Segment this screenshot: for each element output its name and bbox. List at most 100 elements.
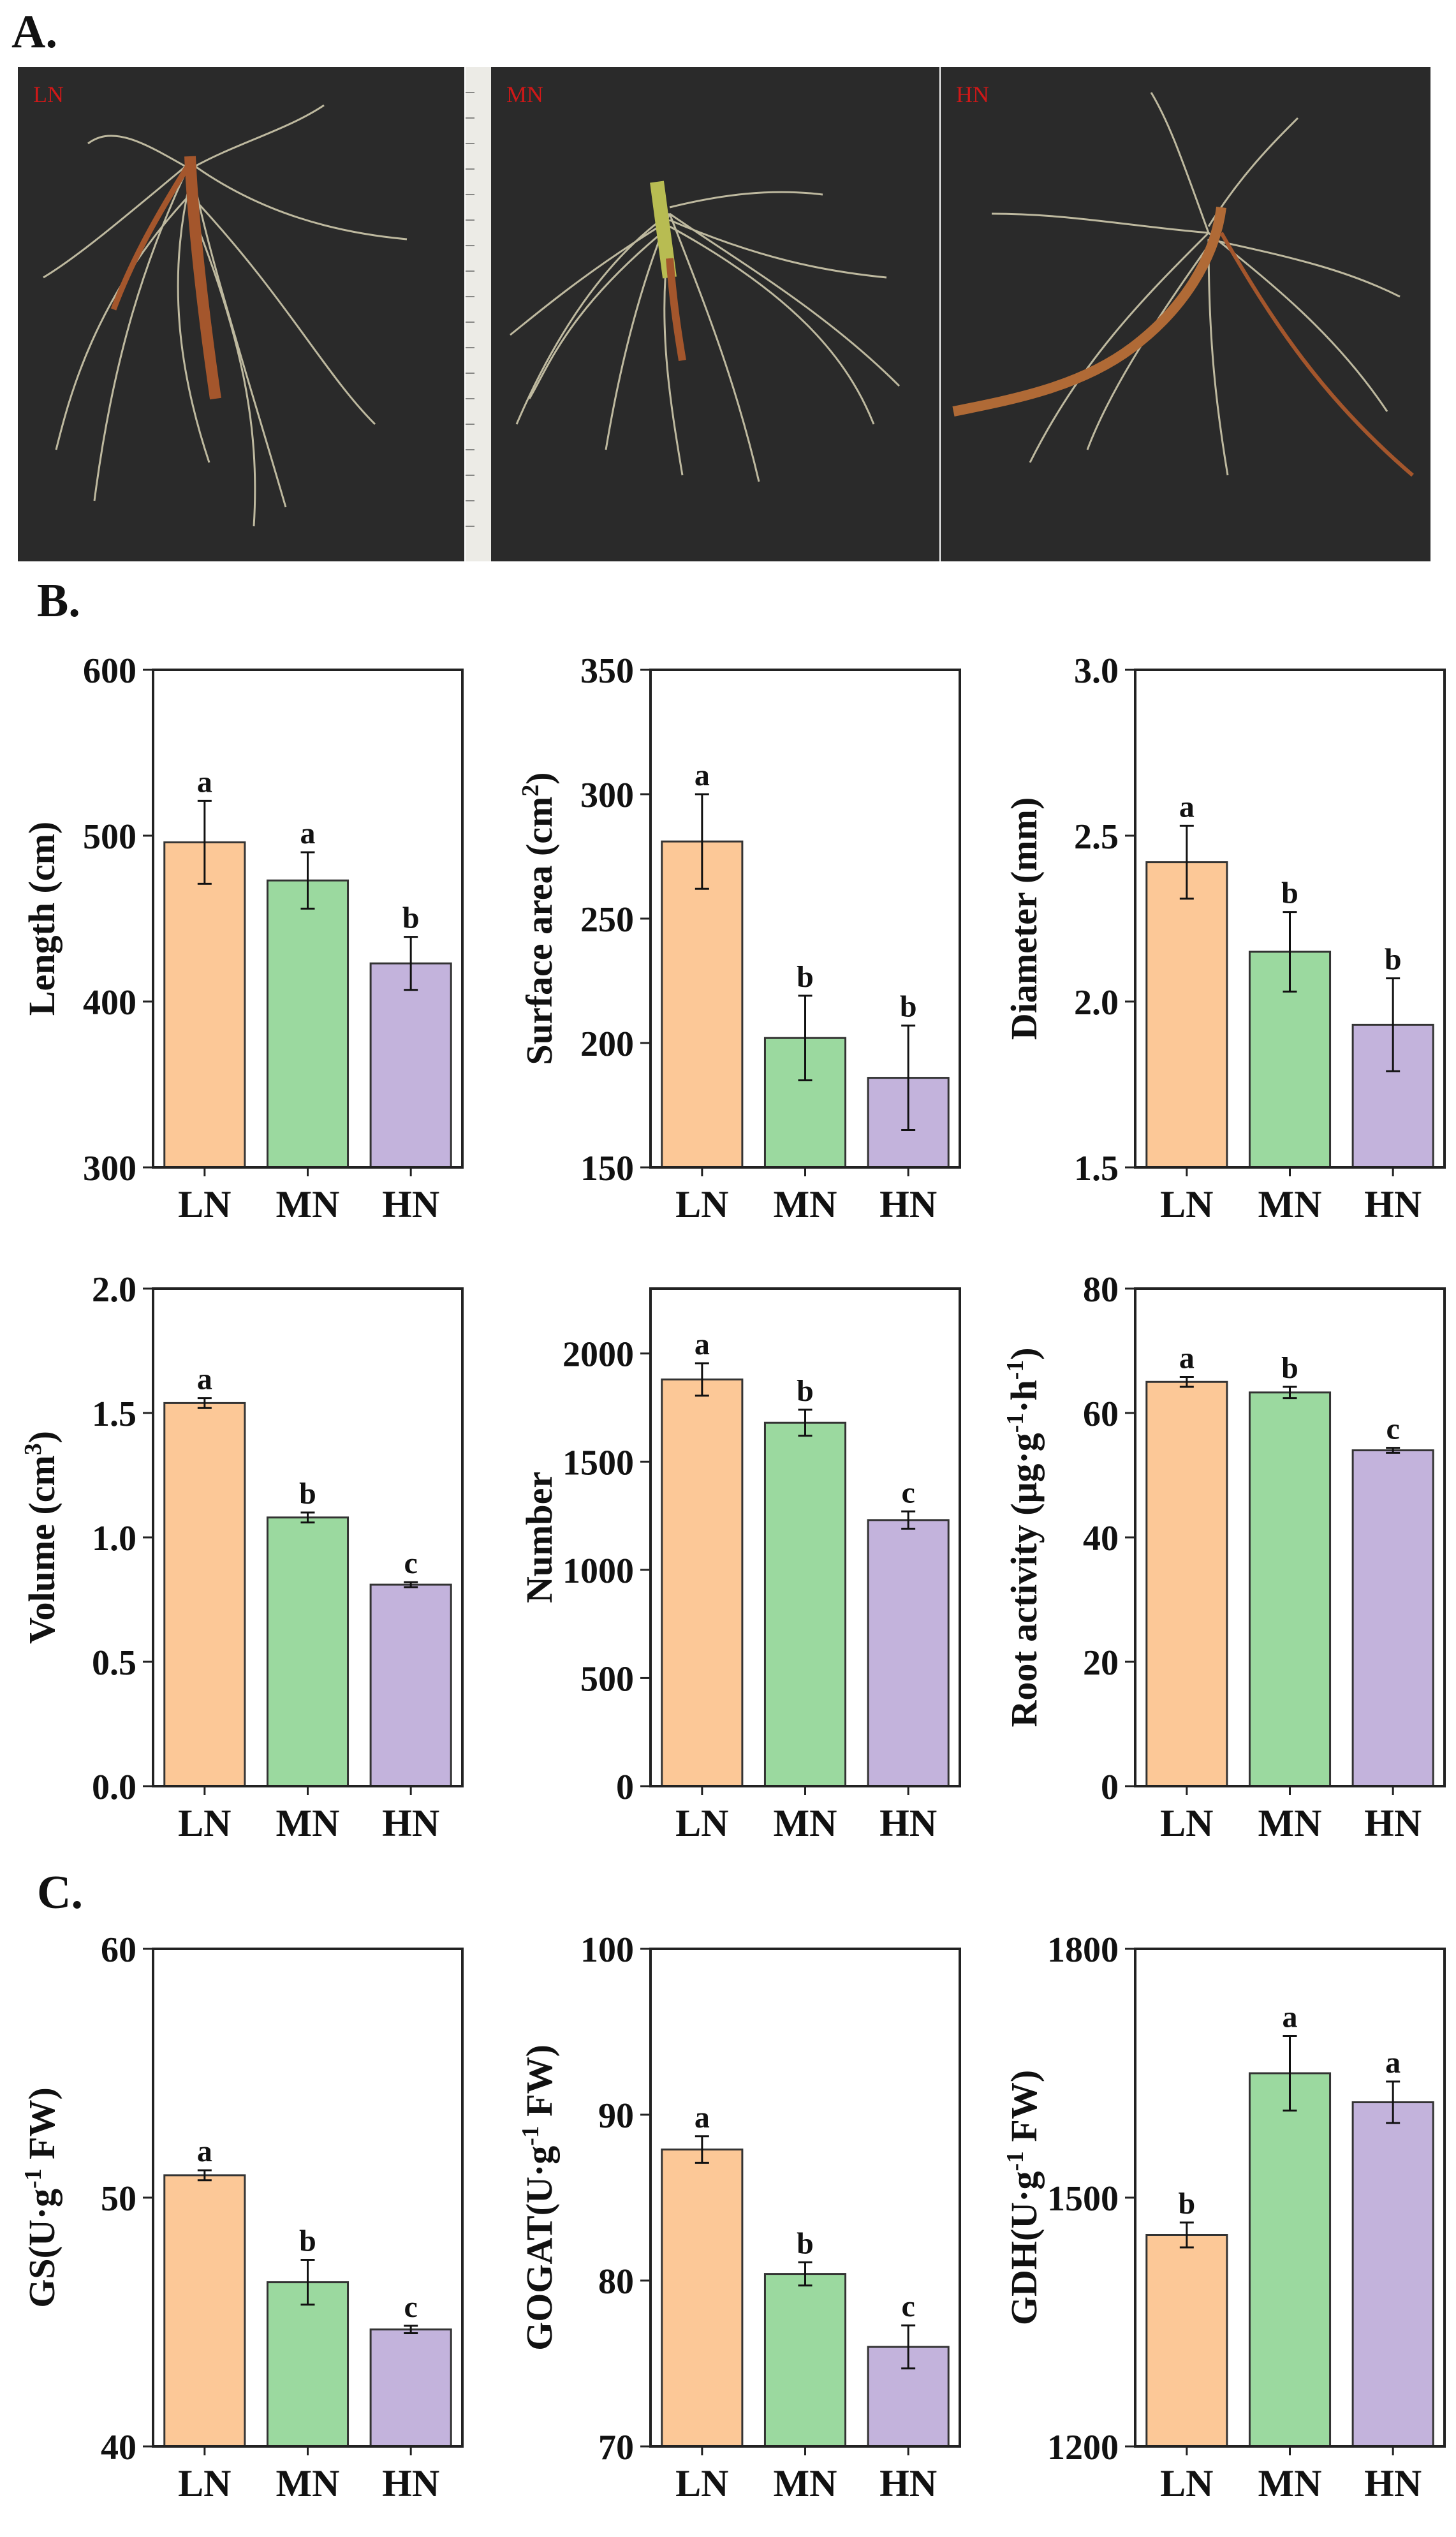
x-tick-label: MN: [276, 2462, 340, 2504]
chart-volume-svg: 0.0 0.5 1.0 1.5 2.0 a LN b MN c HN Volume (cm3): [20, 1270, 464, 1844]
y-tick-label: 1500: [563, 1443, 634, 1483]
y-tick-label: 200: [580, 1024, 634, 1064]
bar-mn: [1248, 2072, 1332, 2448]
x-tick-label: HN: [382, 1183, 439, 1225]
bar-ln: [163, 1402, 246, 1787]
y-tick-label: 60: [101, 1930, 136, 1970]
significance-letter: b: [1281, 876, 1298, 910]
panel-label-c: C.: [37, 1867, 83, 1919]
chart-gogat-svg: 70 80 90 100 a LN b MN c HN GOGAT(U·g-1 FW): [517, 1930, 961, 2504]
bar-hn: [369, 2328, 452, 2448]
x-tick-label: LN: [675, 1802, 728, 1844]
chart-volume: 0.0 0.5 1.0 1.5 2.0 a LN b MN c HN Volume (cm3): [0, 1269, 472, 1869]
bar-mn: [266, 2281, 349, 2448]
chart-gdh-svg: 1200 1500 1800 b LN a MN a HN GDH(U·g-1 FW): [1002, 1930, 1446, 2504]
significance-letter: a: [1179, 790, 1195, 824]
x-tick-label: LN: [675, 1183, 728, 1225]
photo-label-mn: MN: [506, 82, 544, 107]
chart-surface-area-svg: 150 200 250 300 350 a LN b MN b HN Surface area (cm…: [517, 651, 961, 1225]
y-tick-label: 2.0: [92, 1270, 136, 1310]
significance-letter: c: [1386, 1412, 1400, 1446]
ruler-image: [466, 67, 491, 561]
y-tick-label: 1500: [1047, 2179, 1119, 2219]
x-tick-label: HN: [1364, 2462, 1422, 2504]
significance-letter: a: [300, 817, 316, 850]
significance-letter: b: [1178, 2187, 1195, 2221]
y-tick-label: 400: [83, 983, 136, 1023]
y-tick-label: 2000: [563, 1335, 634, 1375]
significance-letter: b: [797, 2226, 814, 2260]
photo-mn: MN: [491, 67, 939, 561]
y-tick-label: 40: [101, 2428, 136, 2467]
x-tick-label: HN: [879, 1183, 937, 1225]
plot-frame: [649, 1948, 961, 2448]
y-axis-label: Volume (cm3): [20, 1431, 63, 1644]
x-tick-label: LN: [1160, 1183, 1213, 1225]
y-tick-label: 300: [580, 776, 634, 815]
y-tick-label: 1.5: [92, 1394, 136, 1434]
significance-letter: a: [1179, 1341, 1195, 1375]
bar-hn: [1351, 1449, 1434, 1787]
chart-length-svg: 300 400 500 600 a LN a MN b HN Length (cm): [21, 651, 464, 1225]
y-axis-label: GDH(U·g-1 FW): [1002, 2070, 1045, 2325]
chart-length: 300 400 500 600 a LN a MN b HN Length (cm): [0, 651, 472, 1250]
x-tick-label: MN: [774, 2462, 837, 2504]
y-axis-label: Diameter (mm): [1003, 797, 1045, 1040]
y-tick-label: 90: [598, 2096, 634, 2136]
y-tick-label: 1200: [1047, 2428, 1119, 2467]
chart-gs-svg: 40 50 60 a LN b MN c HN GS(U·g-1 FW): [20, 1930, 464, 2504]
significance-letter: c: [404, 1546, 418, 1580]
y-tick-label: 300: [83, 1149, 136, 1188]
y-tick-label: 250: [580, 900, 634, 940]
y-tick-label: 80: [1083, 1270, 1119, 1310]
x-tick-label: LN: [675, 2462, 728, 2504]
root-photos: LN: [18, 67, 1430, 561]
y-tick-label: 50: [101, 2179, 136, 2219]
bar-ln: [1145, 1380, 1228, 1787]
bar-mn: [763, 2273, 847, 2448]
photo-label-ln: LN: [33, 82, 64, 107]
bar-hn: [369, 1583, 452, 1787]
bar-mn: [1248, 1391, 1332, 1787]
y-tick-label: 20: [1083, 1643, 1119, 1683]
significance-letter: a: [1283, 2001, 1298, 2034]
significance-letter: c: [902, 1476, 915, 1509]
y-tick-label: 2.0: [1074, 983, 1119, 1023]
y-tick-label: 500: [580, 1659, 634, 1699]
y-axis-label: GS(U·g-1 FW): [20, 2087, 63, 2308]
x-tick-label: LN: [178, 1183, 231, 1225]
plot-frame: [649, 669, 961, 1169]
panel-label-a: A.: [11, 6, 57, 58]
x-tick-label: LN: [178, 1802, 231, 1844]
chart-root-activity-svg: 0 20 40 60 80 a LN b MN c HN Root activity (μg·g-1·…: [1002, 1270, 1446, 1844]
bar-ln: [661, 2149, 744, 2448]
plot-frame: [152, 669, 464, 1169]
significance-letter: b: [1281, 1351, 1298, 1385]
significance-letter: a: [695, 2101, 710, 2134]
plot-frame: [152, 1287, 464, 1787]
significance-letter: c: [902, 2289, 915, 2323]
root-system-hn-image: [941, 67, 1430, 561]
plot-frame: [1134, 1287, 1446, 1787]
plot-frame: [649, 1287, 961, 1787]
y-tick-label: 0.5: [92, 1643, 136, 1683]
x-tick-label: LN: [1160, 1802, 1213, 1844]
chart-number-svg: 0 500 1000 1500 2000 a LN b MN c HN Number: [518, 1287, 961, 1844]
chart-root-activity: 0 20 40 60 80 a LN b MN c HN Root activity (μg·g-1·…: [982, 1269, 1454, 1869]
significance-letter: c: [404, 2290, 418, 2324]
x-tick-label: MN: [1258, 1183, 1322, 1225]
y-tick-label: 70: [598, 2428, 634, 2467]
bar-hn: [867, 1519, 950, 1787]
x-tick-label: MN: [276, 1802, 340, 1844]
chart-diameter: 1.5 2.0 2.5 3.0 a LN b MN b HN Diameter (mm): [982, 651, 1454, 1250]
y-tick-label: 150: [580, 1149, 634, 1188]
root-system-mn-image: [491, 67, 939, 561]
significance-letter: b: [402, 901, 420, 935]
x-tick-label: MN: [1258, 1802, 1322, 1844]
significance-letter: b: [1385, 943, 1402, 977]
y-tick-label: 600: [83, 651, 136, 691]
panel-label-b: B.: [37, 575, 80, 627]
x-tick-label: MN: [276, 1183, 340, 1225]
y-axis-label: Number: [518, 1472, 560, 1603]
x-tick-label: MN: [774, 1183, 837, 1225]
